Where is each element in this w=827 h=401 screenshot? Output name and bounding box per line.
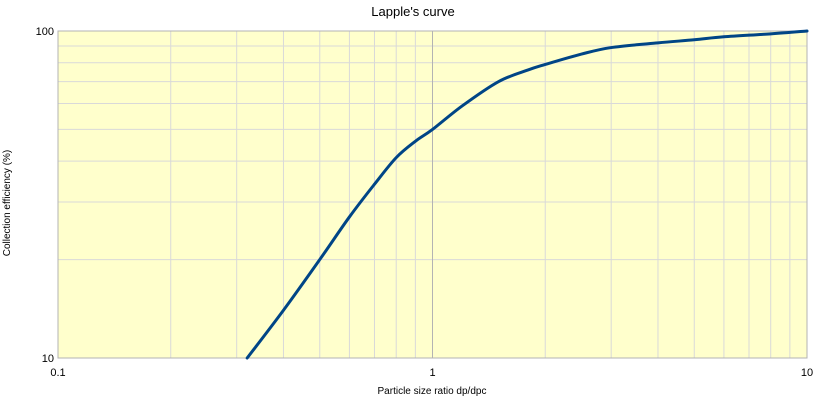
y-tick-labels: 10 100 xyxy=(36,26,54,365)
chart-title: Lapple's curve xyxy=(371,4,454,19)
plot-border xyxy=(57,30,808,359)
x-tick-label: 1 xyxy=(429,367,435,379)
minor-gridlines-x xyxy=(170,31,791,358)
x-tick-labels: 0.1 1 10 xyxy=(50,367,813,379)
y-axis-label: Collection efficiency (%) xyxy=(2,150,13,257)
y-tick-label: 10 xyxy=(42,353,54,365)
x-tick-label: 10 xyxy=(801,367,813,379)
series-line xyxy=(245,29,809,360)
y-tick-label: 100 xyxy=(36,26,54,38)
x-axis-label: Particle size ratio dp/dpc xyxy=(378,386,487,397)
x-tick-label: 0.1 xyxy=(50,367,65,379)
